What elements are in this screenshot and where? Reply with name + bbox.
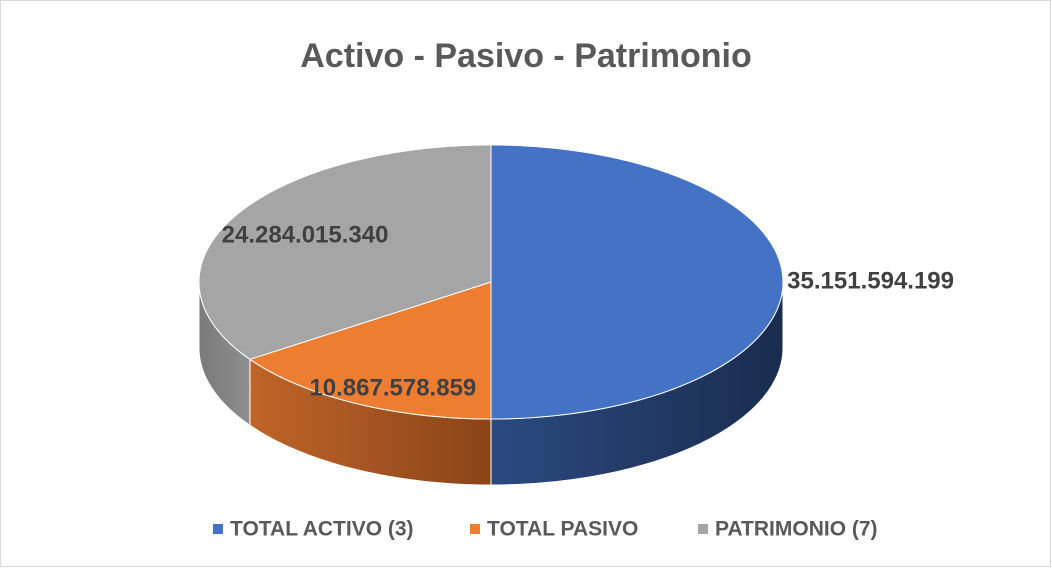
legend-label: TOTAL ACTIVO (3)	[230, 518, 414, 541]
slice	[490, 144, 784, 420]
legend-label: PATRIMONIO (7)	[715, 518, 878, 541]
data-label: 10.867.578.859	[309, 375, 476, 402]
slice	[198, 144, 492, 360]
data-label: 24.284.015.340	[222, 221, 389, 248]
slice	[248, 281, 492, 420]
data-label: 35.151.594.199	[787, 267, 954, 294]
legend-label: TOTAL PASIVO	[487, 518, 638, 541]
legend-swatch	[213, 524, 223, 534]
legend-swatch	[698, 524, 708, 534]
legend-swatch	[470, 524, 480, 534]
chart-title: Activo - Pasivo - Patrimonio	[300, 37, 752, 75]
